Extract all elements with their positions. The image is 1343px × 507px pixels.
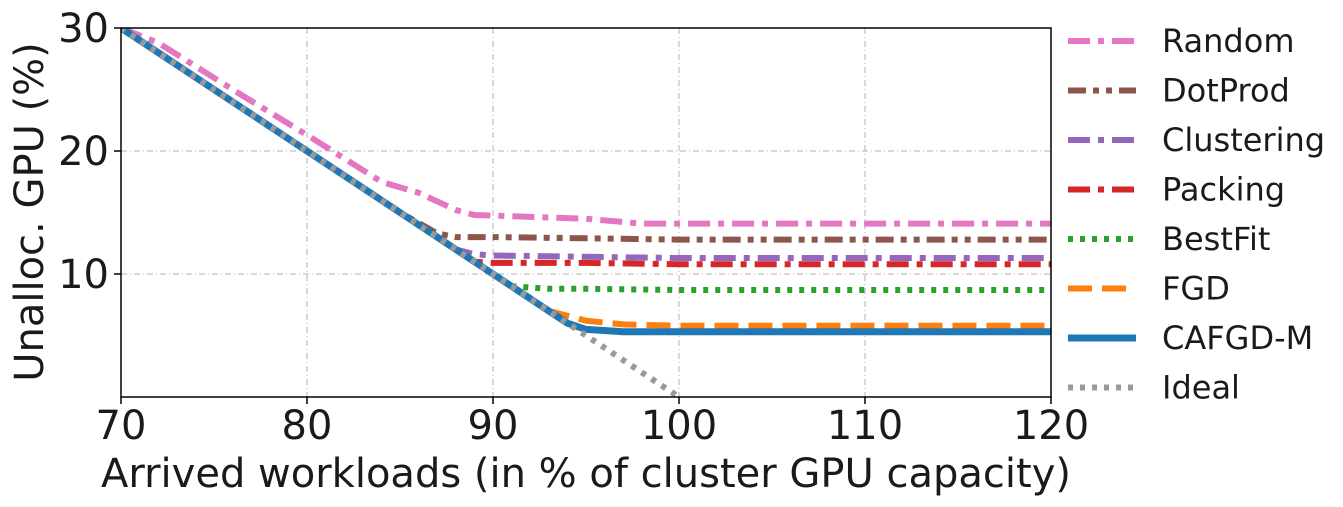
x-tick-label: 110 <box>827 403 903 449</box>
series-line-dotprod <box>121 28 1051 243</box>
legend-label-ideal: Ideal <box>1162 369 1240 407</box>
series-line-ideal <box>121 28 681 397</box>
x-tick-label: 100 <box>641 403 717 449</box>
x-tick-label: 70 <box>96 403 147 449</box>
x-axis-label: Arrived workloads (in % of cluster GPU c… <box>101 451 1071 497</box>
legend-label-packing: Packing <box>1162 171 1285 209</box>
y-tick-label: 10 <box>58 252 109 298</box>
y-axis-label: Unalloc. GPU (%) <box>7 42 53 382</box>
grid <box>121 28 1051 397</box>
series-line-bestfit <box>121 28 1051 293</box>
series-group <box>121 28 1051 397</box>
legend-label-dotprod: DotProd <box>1162 72 1290 110</box>
y-tick-label: 30 <box>58 6 109 52</box>
legend: Random DotProd Clustering Packing BestFit FGD… <box>1068 22 1325 407</box>
x-tick-label: 90 <box>468 403 519 449</box>
legend-label-bestfit: BestFit <box>1162 220 1270 258</box>
series-line-fgd <box>121 28 1051 329</box>
ticks-group: 70 80 90 100 110 120 10 20 30 <box>58 6 1089 449</box>
legend-label-random: Random <box>1162 22 1294 60</box>
plot-frame <box>120 27 1052 398</box>
legend-label-clustering: Clustering <box>1162 121 1325 159</box>
x-tick-label: 80 <box>282 403 333 449</box>
series-line-packing <box>121 28 1051 268</box>
series-line-random <box>121 28 1051 227</box>
legend-label-cafgd-m: CAFGD-M <box>1162 319 1313 357</box>
y-tick-label: 20 <box>58 129 109 175</box>
x-tick-label: 120 <box>1013 403 1089 449</box>
legend-label-fgd: FGD <box>1162 270 1230 308</box>
